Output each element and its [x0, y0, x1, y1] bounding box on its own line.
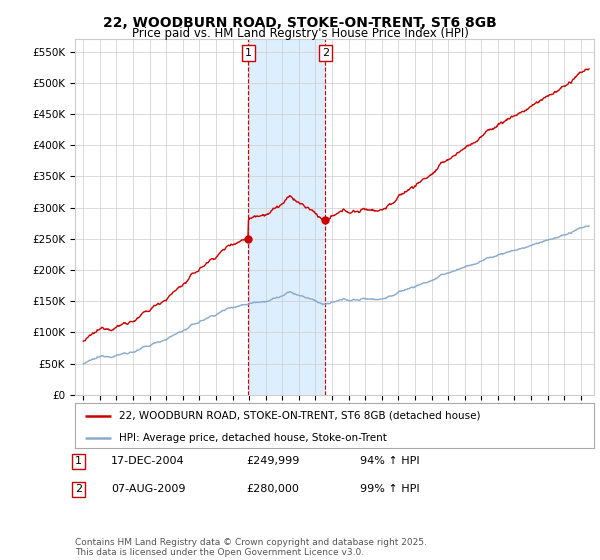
Text: 22, WOODBURN ROAD, STOKE-ON-TRENT, ST6 8GB (detached house): 22, WOODBURN ROAD, STOKE-ON-TRENT, ST6 8…	[119, 410, 481, 421]
Text: 1: 1	[75, 456, 82, 466]
Text: Price paid vs. HM Land Registry's House Price Index (HPI): Price paid vs. HM Land Registry's House …	[131, 27, 469, 40]
Text: 99% ↑ HPI: 99% ↑ HPI	[360, 484, 419, 494]
Text: 17-DEC-2004: 17-DEC-2004	[111, 456, 185, 466]
Text: 94% ↑ HPI: 94% ↑ HPI	[360, 456, 419, 466]
Text: £249,999: £249,999	[246, 456, 299, 466]
Text: £280,000: £280,000	[246, 484, 299, 494]
Text: HPI: Average price, detached house, Stoke-on-Trent: HPI: Average price, detached house, Stok…	[119, 433, 387, 443]
Text: 2: 2	[322, 48, 329, 58]
Text: 22, WOODBURN ROAD, STOKE-ON-TRENT, ST6 8GB: 22, WOODBURN ROAD, STOKE-ON-TRENT, ST6 8…	[103, 16, 497, 30]
Bar	[248, 39, 325, 395]
Text: 1: 1	[245, 48, 252, 58]
Text: 07-AUG-2009: 07-AUG-2009	[111, 484, 185, 494]
Text: 2: 2	[75, 484, 82, 494]
Text: Contains HM Land Registry data © Crown copyright and database right 2025.
This d: Contains HM Land Registry data © Crown c…	[75, 538, 427, 557]
